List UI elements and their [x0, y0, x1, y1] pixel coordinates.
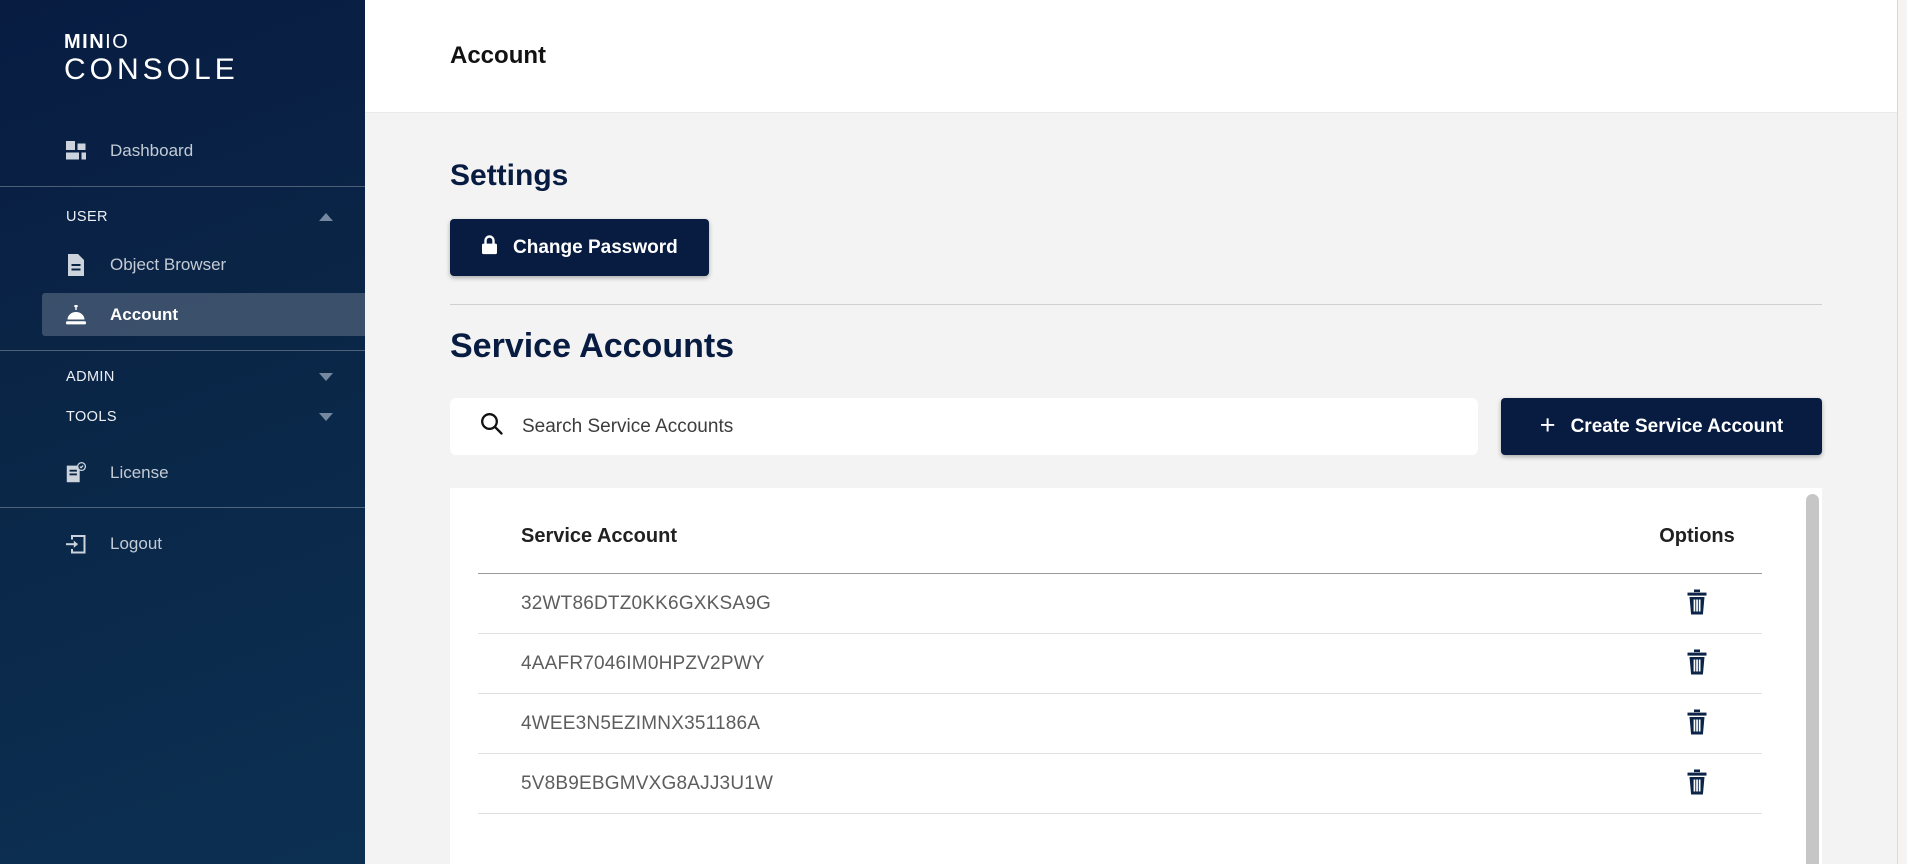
table-row[interactable]: 4AAFR7046IM0HPZV2PWY: [478, 634, 1762, 694]
change-password-label: Change Password: [513, 236, 678, 258]
service-account-id: 4WEE3N5EZIMNX351186A: [521, 712, 761, 734]
table-row[interactable]: 32WT86DTZ0KK6GXKSA9G: [478, 574, 1762, 634]
section-label: USER: [66, 209, 108, 225]
sidebar-item-label: Dashboard: [110, 141, 194, 160]
service-bell-icon: [64, 303, 88, 327]
sidebar: MINIO CONSOLE Dashboard USER Object Br: [0, 0, 365, 864]
table-row[interactable]: 4WEE3N5EZIMNX351186A: [478, 694, 1762, 754]
column-header-options: Options: [1659, 525, 1735, 547]
section-divider: [450, 304, 1822, 305]
create-service-account-label: Create Service Account: [1570, 415, 1784, 437]
change-password-button[interactable]: Change Password: [450, 219, 709, 276]
sidebar-item-label: License: [110, 463, 169, 482]
sidebar-item-label: Object Browser: [110, 255, 227, 274]
triangle-down-icon: [319, 413, 333, 421]
lock-icon: [481, 234, 498, 261]
window-scrollbar[interactable]: [1897, 0, 1907, 864]
magnifier-icon: [479, 411, 505, 442]
service-accounts-controls: + Create Service Account: [450, 398, 1822, 455]
console-wordmark: CONSOLE: [64, 53, 239, 86]
grid-icon: [64, 139, 88, 163]
section-label: ADMIN: [66, 369, 115, 385]
section-label: TOOLS: [66, 409, 117, 425]
sidebar-item-logout[interactable]: Logout: [0, 522, 365, 566]
brand-light: IO: [105, 31, 130, 53]
minio-wordmark: MINIO: [64, 32, 365, 52]
certificate-icon: [64, 461, 88, 485]
sidebar-item-license[interactable]: License: [0, 451, 365, 495]
table-header-row: Service Account Options: [478, 488, 1762, 574]
delete-service-account-button[interactable]: [1684, 647, 1710, 680]
column-header-service-account: Service Account: [521, 525, 677, 547]
search-input[interactable]: [522, 415, 1478, 438]
sidebar-item-dashboard[interactable]: Dashboard: [0, 129, 365, 173]
table-scrollbar[interactable]: [1806, 494, 1819, 864]
sidebar-section-user[interactable]: USER: [0, 197, 365, 237]
triangle-down-icon: [319, 373, 333, 381]
delete-service-account-button[interactable]: [1684, 767, 1710, 800]
table-row[interactable]: 5V8B9EBGMVXG8AJJ3U1W: [478, 754, 1762, 814]
service-account-id: 32WT86DTZ0KK6GXKSA9G: [521, 592, 772, 614]
divider: [0, 507, 365, 508]
exit-icon: [64, 532, 88, 556]
sidebar-item-object-browser[interactable]: Object Browser: [0, 243, 365, 287]
sidebar-item-account[interactable]: Account: [42, 293, 365, 336]
service-account-id: 5V8B9EBGMVXG8AJJ3U1W: [521, 772, 774, 794]
service-account-id: 4AAFR7046IM0HPZV2PWY: [521, 652, 765, 674]
search-box[interactable]: [450, 398, 1478, 455]
sidebar-section-admin[interactable]: ADMIN: [0, 357, 365, 397]
plus-icon: +: [1539, 409, 1556, 440]
settings-heading: Settings: [450, 159, 569, 192]
file-icon: [64, 253, 88, 277]
divider: [0, 186, 365, 187]
content: Settings Change Password Service Account…: [365, 113, 1907, 864]
service-accounts-heading: Service Accounts: [450, 327, 735, 365]
brand-bold: MIN: [64, 31, 106, 53]
sidebar-item-label: Logout: [110, 534, 162, 553]
sidebar-item-label: Account: [110, 304, 178, 324]
service-accounts-table: Service Account Options 32WT86DTZ0KK6GXK…: [450, 488, 1822, 864]
minio-console-logo: MINIO CONSOLE: [64, 32, 365, 85]
page-header: Account: [365, 0, 1907, 113]
triangle-up-icon: [319, 213, 333, 221]
create-service-account-button[interactable]: + Create Service Account: [1501, 398, 1822, 455]
delete-service-account-button[interactable]: [1684, 587, 1710, 620]
main-area: Account Settings Change Password Service…: [365, 0, 1907, 864]
page-title: Account: [450, 42, 546, 69]
sidebar-section-tools[interactable]: TOOLS: [0, 397, 365, 437]
delete-service-account-button[interactable]: [1684, 707, 1710, 740]
divider: [0, 350, 365, 351]
